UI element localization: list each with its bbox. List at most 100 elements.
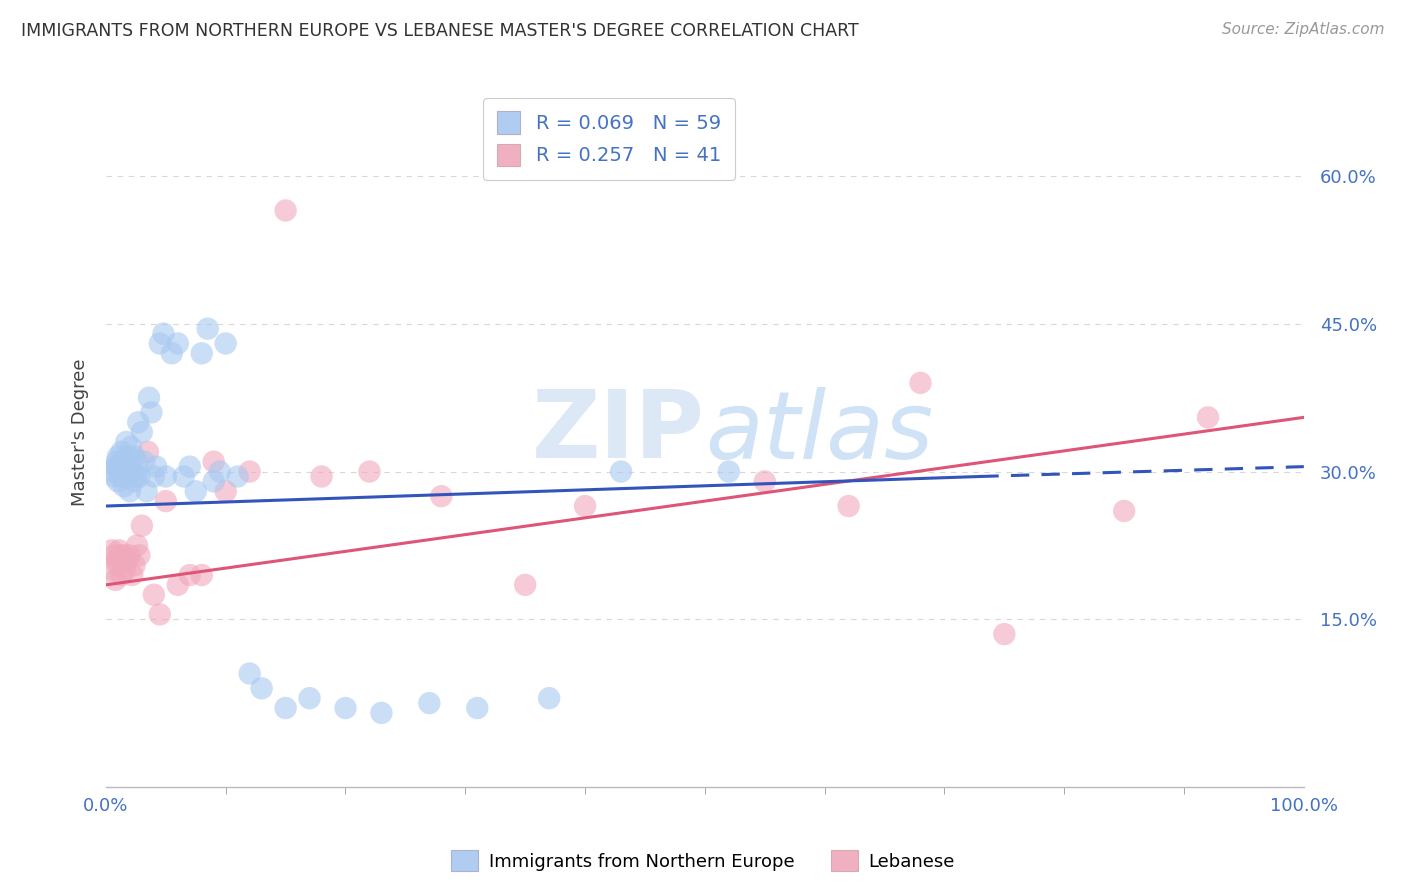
Point <box>149 336 172 351</box>
Text: atlas: atlas <box>704 386 934 477</box>
Point <box>274 701 297 715</box>
Point <box>112 549 135 563</box>
Point <box>838 499 860 513</box>
Point <box>274 203 297 218</box>
Point <box>110 465 132 479</box>
Point <box>118 549 141 563</box>
Point <box>515 578 537 592</box>
Point <box>117 455 139 469</box>
Point <box>111 455 134 469</box>
Point <box>138 391 160 405</box>
Point <box>108 459 131 474</box>
Point <box>179 568 201 582</box>
Point <box>110 549 132 563</box>
Point <box>103 469 125 483</box>
Point <box>418 696 440 710</box>
Point <box>149 607 172 622</box>
Point <box>1197 410 1219 425</box>
Point <box>993 627 1015 641</box>
Point <box>104 573 127 587</box>
Point <box>152 326 174 341</box>
Point <box>202 475 225 489</box>
Point <box>430 489 453 503</box>
Point <box>110 469 132 483</box>
Point <box>127 415 149 429</box>
Point <box>142 469 165 483</box>
Point <box>298 691 321 706</box>
Point <box>124 558 146 573</box>
Text: ZIP: ZIP <box>531 386 704 478</box>
Point <box>115 435 138 450</box>
Point <box>910 376 932 390</box>
Point <box>190 568 212 582</box>
Point <box>128 549 150 563</box>
Point <box>134 455 156 469</box>
Point <box>118 484 141 499</box>
Legend: Immigrants from Northern Europe, Lebanese: Immigrants from Northern Europe, Lebanes… <box>444 843 962 879</box>
Point <box>118 459 141 474</box>
Point <box>574 499 596 513</box>
Point <box>124 450 146 464</box>
Point <box>166 336 188 351</box>
Point <box>107 558 129 573</box>
Point <box>215 336 238 351</box>
Point <box>215 484 238 499</box>
Point <box>173 469 195 483</box>
Point <box>118 450 141 464</box>
Point <box>101 543 124 558</box>
Point <box>155 469 177 483</box>
Point <box>1114 504 1136 518</box>
Point <box>101 465 124 479</box>
Text: IMMIGRANTS FROM NORTHERN EUROPE VS LEBANESE MASTER'S DEGREE CORRELATION CHART: IMMIGRANTS FROM NORTHERN EUROPE VS LEBAN… <box>21 22 859 40</box>
Point <box>125 455 148 469</box>
Point <box>610 465 633 479</box>
Point <box>359 465 381 479</box>
Point <box>226 469 249 483</box>
Point <box>103 549 125 563</box>
Point <box>335 701 357 715</box>
Point <box>110 445 132 459</box>
Text: Source: ZipAtlas.com: Source: ZipAtlas.com <box>1222 22 1385 37</box>
Point <box>717 465 740 479</box>
Point <box>104 459 127 474</box>
Point <box>105 553 128 567</box>
Point <box>120 440 142 454</box>
Point <box>141 405 163 419</box>
Point <box>166 578 188 592</box>
Point <box>131 425 153 439</box>
Point <box>128 469 150 483</box>
Point <box>112 479 135 493</box>
Point <box>370 706 392 720</box>
Point <box>117 553 139 567</box>
Point <box>121 568 143 582</box>
Point <box>250 681 273 696</box>
Point <box>190 346 212 360</box>
Y-axis label: Master's Degree: Master's Degree <box>72 359 89 506</box>
Point <box>465 701 488 715</box>
Point <box>184 484 207 499</box>
Point <box>107 475 129 489</box>
Point <box>122 475 145 489</box>
Point <box>179 459 201 474</box>
Point <box>311 469 333 483</box>
Point <box>108 543 131 558</box>
Point <box>125 469 148 483</box>
Point <box>131 518 153 533</box>
Point <box>125 538 148 552</box>
Point <box>754 475 776 489</box>
Point <box>538 691 561 706</box>
Point <box>208 465 231 479</box>
Point <box>105 455 128 469</box>
Point <box>202 455 225 469</box>
Point <box>160 346 183 360</box>
Point <box>107 450 129 464</box>
Point <box>145 459 167 474</box>
Point <box>114 563 136 577</box>
Point <box>136 445 159 459</box>
Point <box>114 465 136 479</box>
Point <box>121 465 143 479</box>
Point <box>239 666 262 681</box>
Legend: R = 0.069   N = 59, R = 0.257   N = 41: R = 0.069 N = 59, R = 0.257 N = 41 <box>484 98 735 179</box>
Point <box>101 563 124 577</box>
Point <box>135 484 157 499</box>
